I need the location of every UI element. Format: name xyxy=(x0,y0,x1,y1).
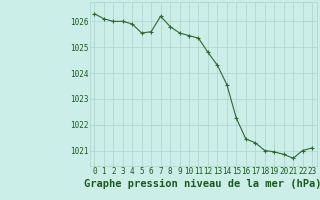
X-axis label: Graphe pression niveau de la mer (hPa): Graphe pression niveau de la mer (hPa) xyxy=(84,179,320,189)
